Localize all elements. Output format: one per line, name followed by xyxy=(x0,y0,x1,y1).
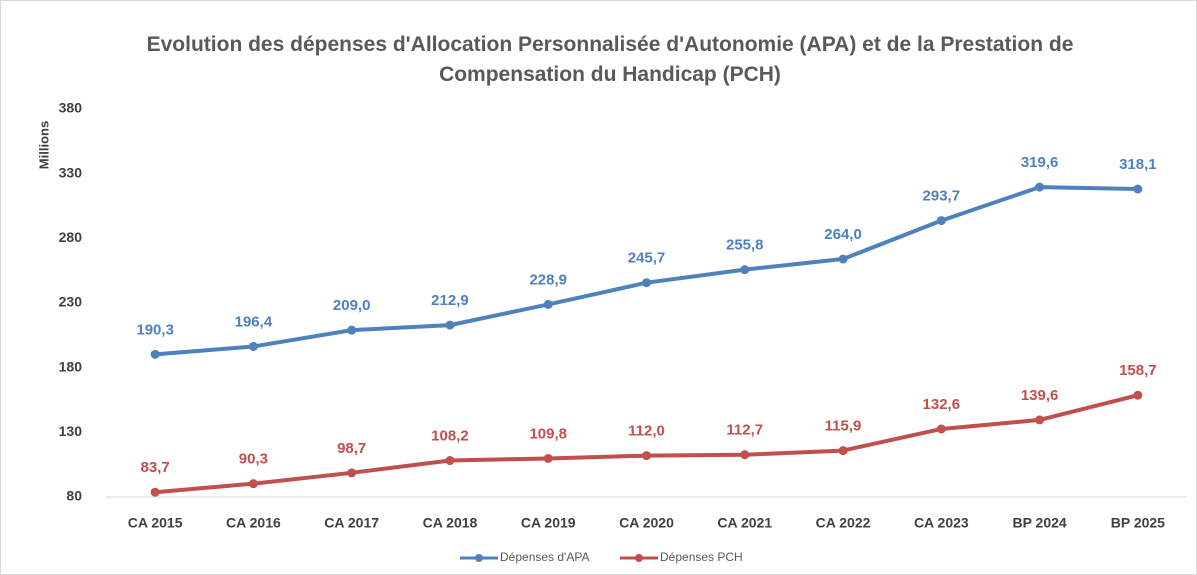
data-point xyxy=(1133,390,1143,400)
legend-label: Dépenses d'APA xyxy=(500,550,589,564)
y-tick-label: 80 xyxy=(66,488,82,504)
data-label: 109,8 xyxy=(529,425,567,442)
data-point xyxy=(838,254,848,264)
data-label: 83,7 xyxy=(141,459,170,476)
data-point xyxy=(936,216,946,226)
data-label: 98,7 xyxy=(337,440,366,457)
series-line xyxy=(154,393,1139,495)
chart-title: Evolution des dépenses d'Allocation Pers… xyxy=(146,33,1074,86)
data-point xyxy=(248,341,258,351)
y-axis-label: Millions xyxy=(36,121,51,169)
data-label: 139,6 xyxy=(1021,387,1059,404)
data-label: 158,7 xyxy=(1119,362,1157,379)
data-label: 255,8 xyxy=(726,237,764,254)
y-tick-label: 380 xyxy=(59,100,83,116)
data-point xyxy=(445,456,455,466)
x-tick-label: CA 2020 xyxy=(619,515,674,531)
data-label: 245,7 xyxy=(628,250,666,267)
data-label: 115,9 xyxy=(825,418,862,435)
data-label: 228,9 xyxy=(529,271,567,288)
x-tick-label: CA 2015 xyxy=(128,515,183,531)
legend-label: Dépenses PCH xyxy=(660,550,743,564)
data-label: 108,2 xyxy=(431,427,469,444)
series-line xyxy=(154,185,1138,357)
data-point xyxy=(1035,415,1045,425)
y-tick-label: 280 xyxy=(59,229,83,245)
data-label: 212,9 xyxy=(431,292,469,309)
data-label: 196,4 xyxy=(235,313,273,330)
data-point xyxy=(1133,184,1143,194)
y-tick-label: 130 xyxy=(59,423,83,439)
x-tick-label: BP 2024 xyxy=(1012,515,1066,531)
data-point xyxy=(740,265,750,275)
y-tick-label: 330 xyxy=(59,164,83,180)
data-label: 209,0 xyxy=(333,297,371,314)
x-tick-label: CA 2017 xyxy=(324,515,379,531)
y-tick-label: 180 xyxy=(59,358,83,374)
x-tick-label: CA 2019 xyxy=(521,515,576,531)
x-tick-label: CA 2022 xyxy=(816,515,871,531)
data-label: 90,3 xyxy=(239,451,268,468)
legend-marker xyxy=(475,554,483,562)
data-label: 293,7 xyxy=(923,188,961,205)
data-point xyxy=(150,349,160,359)
data-point xyxy=(543,299,553,309)
data-point xyxy=(642,451,651,461)
data-label: 319,6 xyxy=(1021,154,1059,171)
data-point xyxy=(1035,182,1045,192)
x-tick-label: CA 2023 xyxy=(914,515,969,531)
data-point xyxy=(543,453,553,463)
data-label: 190,3 xyxy=(136,321,174,338)
x-tick-label: BP 2025 xyxy=(1111,515,1165,531)
data-label: 132,6 xyxy=(923,396,961,413)
data-point xyxy=(150,487,160,497)
y-tick-label: 230 xyxy=(59,294,83,310)
data-label: 112,0 xyxy=(628,423,665,440)
data-label: 112,7 xyxy=(726,422,763,439)
legend-marker xyxy=(635,554,643,562)
data-point xyxy=(838,446,848,456)
x-tick-label: CA 2018 xyxy=(423,515,478,531)
data-point xyxy=(936,424,946,434)
data-label: 318,1 xyxy=(1119,156,1157,173)
data-point xyxy=(347,468,357,478)
data-point xyxy=(642,278,651,288)
data-point xyxy=(740,450,750,460)
data-label: 264,0 xyxy=(824,226,862,243)
x-tick-label: CA 2021 xyxy=(717,515,772,531)
data-point xyxy=(347,325,357,335)
x-tick-label: CA 2016 xyxy=(226,515,281,531)
data-point xyxy=(445,320,455,330)
data-point xyxy=(248,479,258,489)
